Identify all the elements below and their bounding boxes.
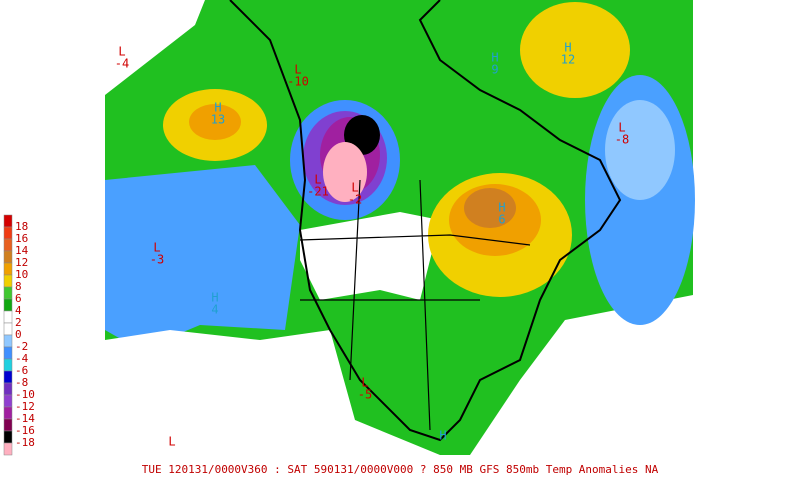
center-type: L: [618, 121, 625, 135]
center-type: H: [498, 201, 505, 215]
center-type: L: [168, 435, 175, 449]
center-value: 4: [211, 303, 218, 317]
legend-label: -6: [15, 364, 28, 377]
legend-label: -2: [15, 340, 28, 353]
legend-label: -16: [15, 424, 35, 437]
legend-label: 10: [15, 268, 28, 281]
legend-label: 12: [15, 256, 28, 269]
anomaly-field: [105, 0, 695, 455]
legend-label: 18: [15, 220, 28, 233]
center-type: L: [294, 63, 301, 77]
legend-swatch: [3, 238, 13, 252]
legend-label: 16: [15, 232, 28, 245]
center-type: L: [314, 173, 321, 187]
center-type: H: [214, 101, 221, 115]
legend-swatch: [3, 262, 13, 276]
legend-label: 2: [15, 316, 22, 329]
legend-label: 8: [15, 280, 22, 293]
center-type: L: [351, 181, 358, 195]
center-type: H: [211, 291, 218, 305]
legend-swatch: [3, 394, 13, 408]
legend-swatch: [3, 274, 13, 288]
legend-swatch: [3, 370, 13, 384]
legend-swatch: [3, 214, 13, 228]
legend-label: 6: [15, 292, 22, 305]
center-value: -10: [287, 75, 309, 89]
legend-swatch: [3, 334, 13, 348]
center-value: -2: [348, 193, 362, 207]
center-value: -3: [150, 253, 164, 267]
caption: TUE 120131/0000V360 : SAT 590131/0000V00…: [142, 463, 659, 476]
center-type: L: [153, 241, 160, 255]
legend-swatch: [3, 286, 13, 300]
legend-label: -18: [15, 436, 35, 449]
legend-swatch: [3, 298, 13, 312]
legend-swatch: [3, 250, 13, 264]
center-value: 13: [211, 113, 225, 127]
legend-label: -4: [15, 352, 29, 365]
legend-swatch: [3, 226, 13, 240]
center-value: 6: [498, 213, 505, 227]
legend-label: -10: [15, 388, 35, 401]
legend-swatch: [3, 382, 13, 396]
legend-swatch: [3, 310, 13, 324]
legend-swatch: [3, 406, 13, 420]
legend-label: -8: [15, 376, 28, 389]
center-value: 9: [491, 63, 498, 77]
legend-swatch: [3, 322, 13, 336]
legend-swatch: [3, 430, 13, 444]
center-value: -8: [615, 133, 629, 147]
legend-label: -14: [15, 412, 35, 425]
legend-swatch: [3, 358, 13, 372]
center-value: -4: [115, 57, 129, 71]
center-value: 12: [561, 53, 575, 67]
legend-swatch: [3, 418, 13, 432]
legend-swatch: [3, 442, 13, 456]
legend-label: -12: [15, 400, 35, 413]
legend-label: 14: [15, 244, 29, 257]
center-type: L: [361, 376, 368, 390]
coastlines: [229, 0, 622, 442]
center-type: H: [491, 51, 498, 65]
center-type: L: [118, 45, 125, 59]
center-value: -21: [307, 185, 329, 199]
legend-label: 0: [15, 328, 22, 341]
center-value: -5: [358, 388, 372, 402]
center-type: H: [564, 41, 571, 55]
legend-label: 4: [15, 304, 22, 317]
center-type: H: [439, 429, 446, 443]
legend-swatch: [3, 346, 13, 360]
